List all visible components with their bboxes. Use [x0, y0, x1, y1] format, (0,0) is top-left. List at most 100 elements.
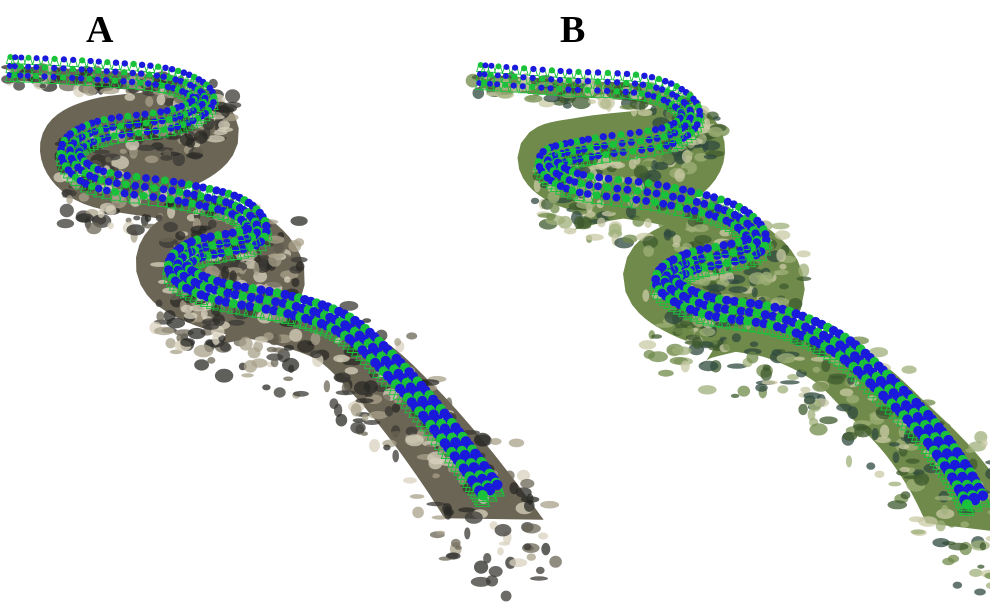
a-terrain-patch: [364, 392, 373, 397]
a-camera-marker: [169, 177, 178, 186]
b-terrain-patch: [723, 338, 731, 351]
a-camera-marker: [60, 65, 67, 72]
a-camera-marker: [141, 110, 149, 118]
b-camera-marker: [703, 244, 712, 253]
b-terrain-patch: [888, 481, 902, 487]
a-terrain-patch: [208, 219, 217, 229]
a-camera-marker: [17, 72, 24, 79]
a-camera-marker: [158, 194, 167, 203]
b-terrain-patch: [836, 403, 852, 412]
b-camera-marker: [477, 71, 483, 77]
a-camera-marker: [120, 78, 127, 85]
a-terrain-patch: [412, 506, 424, 519]
a-terrain-patch: [522, 523, 541, 534]
b-terrain-patch: [812, 381, 829, 392]
a-terrain-patch: [497, 547, 504, 556]
b-camera-marker: [594, 69, 602, 76]
b-camera-marker: [759, 318, 769, 329]
a-terrain-patch: [540, 500, 560, 509]
a-camera-marker: [130, 190, 139, 199]
b-camera-marker: [661, 191, 669, 199]
b-camera-marker: [565, 77, 572, 84]
b-terrain-patch: [576, 200, 596, 209]
a-terrain-patch: [483, 553, 492, 564]
b-terrain-patch: [796, 250, 811, 258]
b-camera-marker: [510, 82, 517, 89]
b-terrain-patch: [934, 495, 954, 501]
a-camera-marker: [161, 176, 169, 185]
b-camera-marker: [629, 147, 636, 155]
b-camera-marker: [777, 304, 788, 314]
panel-a-reconstruction: [1, 54, 562, 602]
a-camera-marker: [117, 122, 125, 130]
b-camera-marker: [572, 137, 581, 146]
a-camera-marker: [149, 193, 158, 201]
b-camera-marker: [584, 78, 591, 85]
b-camera-marker: [717, 195, 726, 204]
a-terrain-patch: [339, 301, 359, 311]
b-camera-marker: [613, 184, 622, 193]
b-camera-marker: [612, 193, 621, 202]
a-terrain-patch: [273, 387, 286, 398]
b-terrain-patch: [800, 386, 811, 393]
a-camera-marker: [202, 202, 210, 211]
a-camera-marker: [79, 57, 86, 64]
b-terrain-patch: [654, 323, 674, 328]
a-camera-marker: [263, 295, 273, 305]
b-camera-marker: [539, 66, 546, 73]
b-terrain-patch: [969, 568, 983, 578]
b-camera-marker: [562, 184, 571, 193]
a-terrain-patch: [247, 347, 261, 359]
b-camera-marker: [720, 304, 731, 314]
b-camera-marker: [639, 81, 647, 88]
a-camera-marker: [112, 68, 119, 75]
b-camera-marker: [623, 70, 631, 78]
b-terrain-patch: [638, 340, 657, 350]
a-terrain-patch: [163, 310, 176, 322]
a-camera-marker: [255, 294, 265, 304]
a-terrain-patch: [541, 542, 551, 556]
a-camera-marker: [237, 300, 247, 310]
b-camera-marker: [702, 191, 711, 200]
a-camera-marker: [171, 114, 179, 122]
b-terrain-patch: [524, 94, 543, 103]
b-camera-marker: [670, 183, 679, 192]
a-terrain-patch: [448, 487, 459, 494]
a-terrain-patch: [403, 477, 417, 484]
b-camera-marker: [658, 86, 666, 93]
b-camera-marker: [638, 90, 645, 97]
b-terrain-patch: [871, 428, 879, 441]
b-camera-marker: [710, 193, 719, 202]
b-terrain-patch: [712, 116, 721, 121]
b-terrain-patch: [644, 169, 662, 183]
b-camera-marker: [644, 91, 652, 99]
a-camera-marker: [33, 64, 40, 71]
a-terrain-patch: [362, 318, 372, 323]
b-camera-marker: [548, 76, 555, 83]
a-camera-marker: [124, 112, 132, 120]
a-terrain-patch: [290, 216, 308, 226]
b-camera-marker: [618, 139, 626, 147]
a-camera-marker: [7, 54, 14, 60]
a-camera-marker: [93, 117, 102, 125]
b-terrain-patch: [828, 373, 848, 379]
b-camera-marker: [648, 74, 656, 81]
b-camera-marker: [635, 128, 643, 136]
a-camera-marker: [477, 490, 488, 501]
a-terrain-patch: [363, 380, 378, 394]
b-camera-marker: [969, 494, 981, 506]
b-camera-marker: [734, 238, 743, 247]
a-terrain-patch: [126, 224, 145, 236]
b-terrain-patch: [585, 233, 604, 241]
b-camera-marker: [698, 208, 707, 217]
b-terrain-patch: [760, 271, 773, 286]
b-terrain-patch: [898, 444, 910, 450]
a-terrain-patch: [282, 357, 300, 372]
b-terrain-patch: [550, 203, 560, 214]
b-terrain-patch: [760, 367, 772, 381]
b-camera-marker: [662, 182, 671, 191]
a-terrain-patch: [440, 472, 459, 477]
panel-label-a: A: [86, 9, 114, 51]
b-terrain-patch: [987, 510, 990, 515]
b-terrain-patch: [658, 219, 673, 230]
